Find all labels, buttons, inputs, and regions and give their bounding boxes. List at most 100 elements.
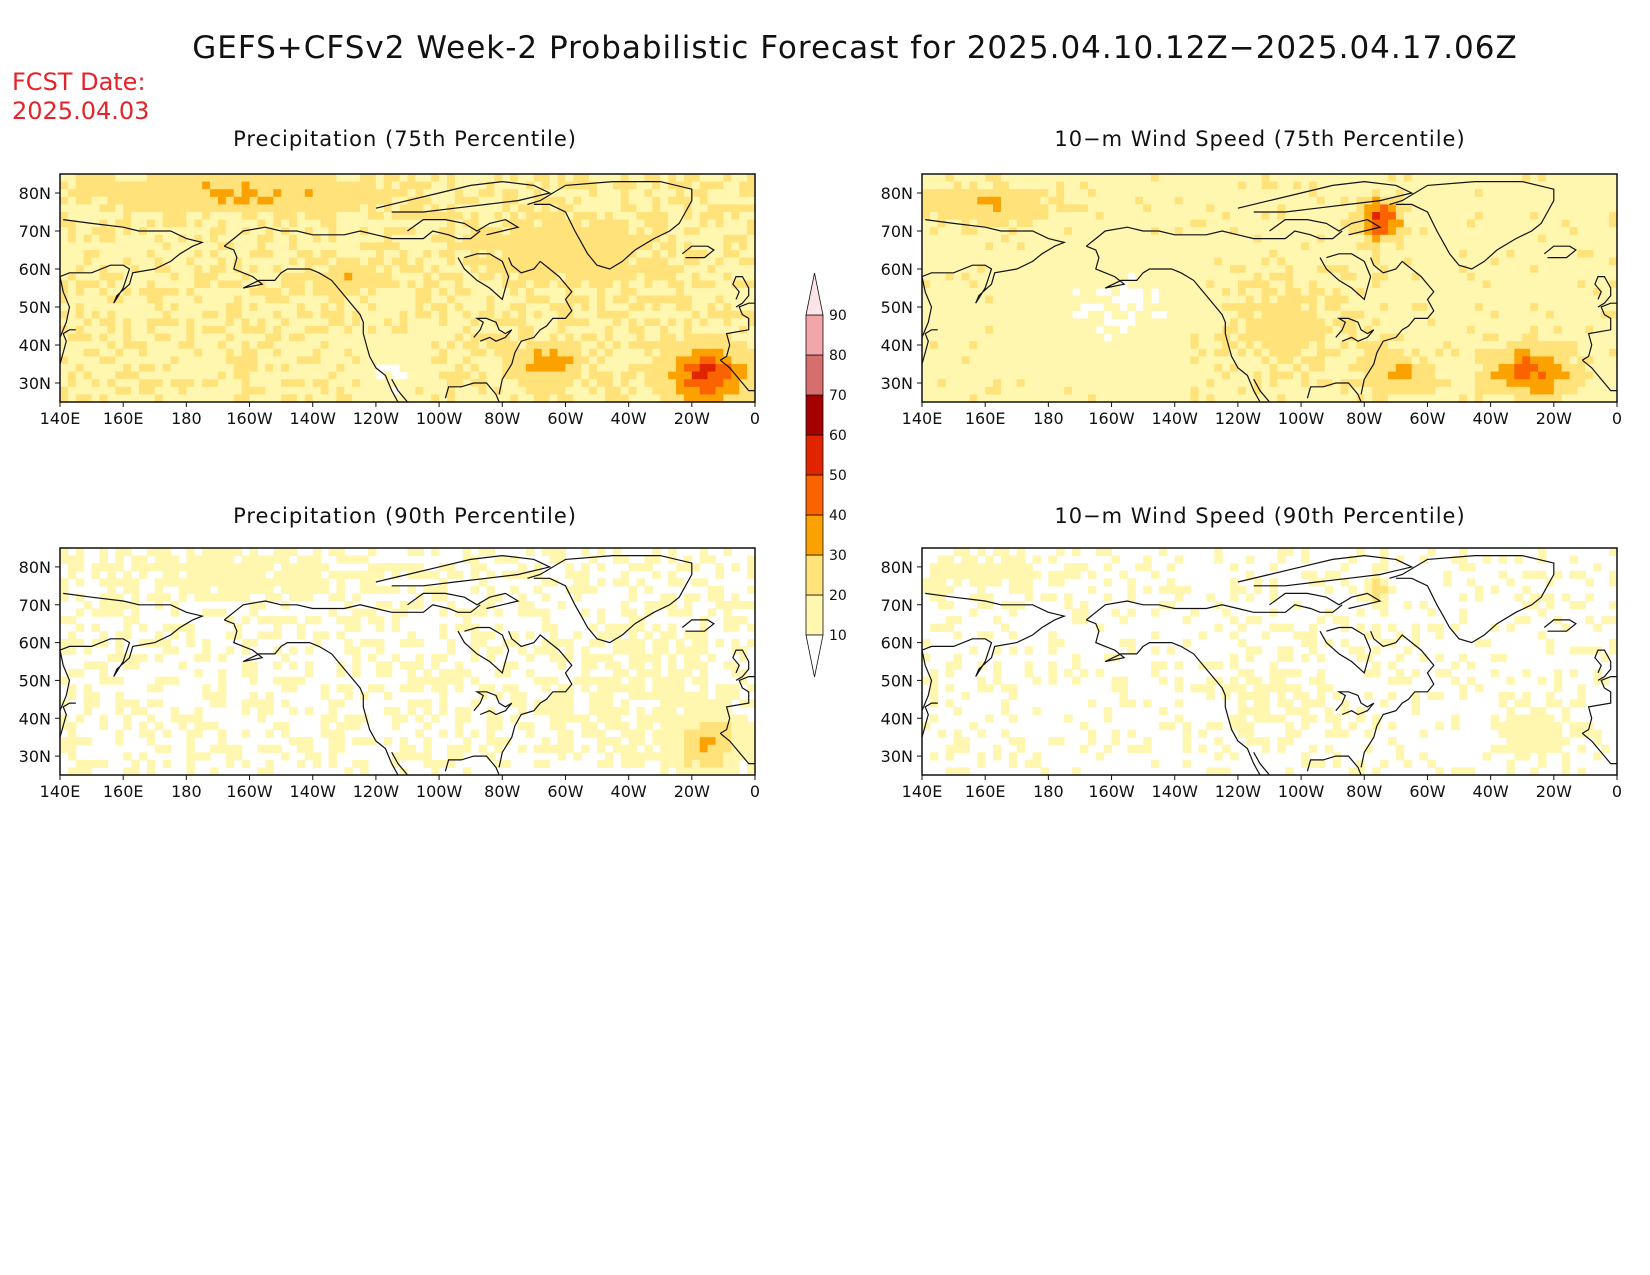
colorbar-segment (805, 354, 824, 396)
lon-tick-label: 140E (40, 409, 81, 428)
lat-tick-label: 60N (19, 634, 51, 653)
map-frame (59, 547, 756, 776)
colorbar-segment (805, 514, 824, 556)
lon-tick-label: 20W (674, 782, 710, 801)
lat-tick-label: 30N (19, 747, 51, 766)
colorbar-segment (805, 594, 824, 636)
lon-tick-label: 40W (1473, 782, 1509, 801)
lat-tick-label: 30N (881, 747, 913, 766)
lon-tick-label: 20W (1536, 409, 1572, 428)
probability-field (60, 548, 756, 776)
lat-tick-label: 80N (881, 184, 913, 203)
colorbar-level-label: 10 (829, 628, 847, 644)
fcst-date-label: FCST Date: 2025.04.03 (12, 68, 149, 126)
lon-tick-label: 40W (1473, 409, 1509, 428)
lat-tick-label: 40N (19, 709, 51, 728)
lon-tick-label: 0 (750, 409, 760, 428)
lat-tick-label: 80N (19, 558, 51, 577)
panel-title-wind75: 10−m Wind Speed (75th Percentile) (1054, 127, 1466, 151)
lon-tick-label: 60W (547, 782, 583, 801)
map-frame (921, 173, 1618, 403)
lon-tick-label: 0 (1612, 409, 1622, 428)
lat-tick-label: 30N (881, 374, 913, 393)
lat-tick-label: 60N (19, 260, 51, 279)
lon-tick-label: 60W (547, 409, 583, 428)
fcst-date-value: 2025.04.03 (12, 97, 150, 125)
lon-tick-label: 140W (1152, 782, 1199, 801)
lon-tick-label: 80W (484, 782, 520, 801)
colorbar-level-label: 50 (829, 468, 847, 484)
map-panel-precip75: 30N 40N 50N 60N 70N 80N 140E 160E 180 160W 140W 120… (19, 173, 760, 428)
lon-tick-label: 160W (1088, 782, 1135, 801)
lat-tick-label: 80N (19, 184, 51, 203)
lat-tick-label: 40N (881, 336, 913, 355)
map-panel-wind90: 30N 40N 50N 60N 70N 80N 140E 160E 180 160W 140W 120… (881, 547, 1622, 801)
lat-tick-label: 50N (19, 671, 51, 690)
lon-tick-label: 100W (416, 409, 463, 428)
lon-tick-label: 160E (965, 409, 1006, 428)
lat-tick-label: 30N (19, 374, 51, 393)
lon-tick-label: 100W (416, 782, 463, 801)
lon-tick-label: 140W (290, 782, 337, 801)
colorbar-level-label: 30 (829, 548, 847, 564)
colorbar-level-label: 40 (829, 508, 847, 524)
lon-tick-label: 80W (1346, 782, 1382, 801)
map-frame (921, 547, 1618, 776)
lon-tick-label: 100W (1278, 782, 1325, 801)
lon-tick-label: 80W (1346, 409, 1382, 428)
lon-tick-label: 160W (226, 782, 273, 801)
lat-tick-label: 70N (19, 222, 51, 241)
probability-field (922, 548, 1618, 776)
lon-tick-label: 160W (226, 409, 273, 428)
colorbar-segment (805, 394, 824, 436)
coastlines (59, 180, 755, 403)
lon-tick-label: 160E (103, 782, 144, 801)
lon-tick-label: 160E (103, 409, 144, 428)
colorbar-top-arrow (805, 272, 824, 316)
lat-tick-label: 60N (881, 634, 913, 653)
probability-field (60, 174, 756, 403)
map-panel-wind75: 30N 40N 50N 60N 70N 80N 140E 160E 180 160W 140W 120… (881, 173, 1622, 428)
lon-tick-label: 60W (1409, 782, 1445, 801)
coastlines (921, 180, 1617, 403)
map-panel-precip90: 30N 40N 50N 60N 70N 80N 140E 160E 180 160W 140W 120… (19, 547, 760, 801)
lat-tick-label: 80N (881, 558, 913, 577)
colorbar-segment (805, 434, 824, 476)
lat-tick-label: 40N (881, 709, 913, 728)
lon-tick-label: 140E (40, 782, 81, 801)
lon-tick-label: 0 (1612, 782, 1622, 801)
probability-field (922, 174, 1618, 403)
colorbar-level-label: 20 (829, 588, 847, 604)
lat-tick-label: 60N (881, 260, 913, 279)
lon-tick-label: 180 (1033, 782, 1064, 801)
lon-tick-label: 160E (965, 782, 1006, 801)
lat-tick-label: 50N (881, 298, 913, 317)
panel-title-wind90: 10−m Wind Speed (90th Percentile) (1054, 504, 1466, 528)
colorbar-level-label: 80 (829, 348, 847, 364)
colorbar-level-label: 60 (829, 428, 847, 444)
lat-tick-label: 70N (19, 596, 51, 615)
colorbar-level-label: 70 (829, 388, 847, 404)
lon-tick-label: 140W (1152, 409, 1199, 428)
colorbar-level-label: 90 (829, 308, 847, 324)
main-title: GEFS+CFSv2 Week-2 Probabilistic Forecast… (192, 30, 1518, 66)
colorbar-segment (805, 554, 824, 596)
lon-tick-label: 140W (290, 409, 337, 428)
lon-tick-label: 0 (750, 782, 760, 801)
panel-title-precip90: Precipitation (90th Percentile) (233, 504, 577, 528)
lon-tick-label: 140E (902, 782, 943, 801)
lon-tick-label: 120W (353, 409, 400, 428)
lon-tick-label: 20W (1536, 782, 1572, 801)
coastlines (59, 554, 755, 776)
lon-tick-label: 40W (611, 409, 647, 428)
lon-tick-label: 180 (171, 409, 202, 428)
lon-tick-label: 80W (484, 409, 520, 428)
lon-tick-label: 140E (902, 409, 943, 428)
map-frame (59, 173, 756, 403)
colorbar: 10 20 30 40 50 60 70 80 90 (805, 272, 847, 678)
colorbar-bottom-arrow (805, 634, 824, 678)
lon-tick-label: 180 (171, 782, 202, 801)
lat-tick-label: 70N (881, 596, 913, 615)
